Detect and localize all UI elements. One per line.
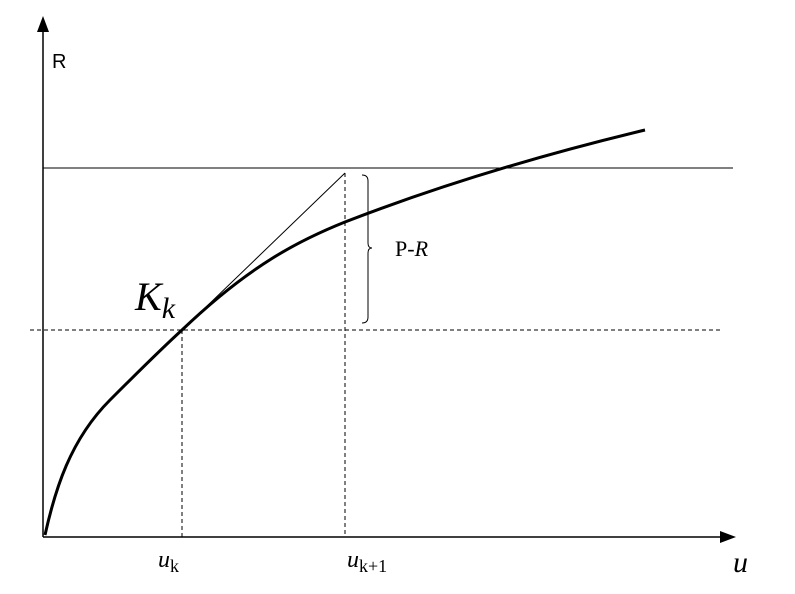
tick-sub: k+1 [359, 556, 387, 576]
x-axis-label: u [733, 546, 748, 579]
curve [43, 128, 646, 536]
annotation: P-R [395, 236, 429, 261]
tangent-line [204, 172, 346, 309]
y-axis-label: R [52, 51, 66, 73]
tick-main: u [347, 547, 359, 573]
annotation-italic: R [414, 236, 429, 261]
point-label-sub: k [162, 292, 176, 325]
point-label: Kk [134, 274, 176, 325]
tick-label: uk [158, 547, 179, 576]
tick-main: u [158, 547, 170, 573]
annotation-prefix: P- [395, 236, 415, 261]
tick-label: uk+1 [347, 547, 387, 576]
tick-sub: k [170, 556, 179, 576]
y-axis-arrow [37, 16, 49, 32]
point-label-main: K [134, 274, 164, 319]
bracket [361, 174, 373, 324]
x-axis-arrow [720, 531, 736, 543]
